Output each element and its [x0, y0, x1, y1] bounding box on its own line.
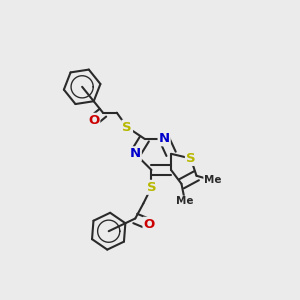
Text: Me: Me	[204, 176, 221, 185]
Text: S: S	[122, 121, 132, 134]
Text: O: O	[88, 114, 99, 127]
Text: N: N	[159, 132, 170, 145]
Text: S: S	[186, 152, 196, 165]
Text: N: N	[130, 147, 141, 160]
Text: O: O	[143, 218, 155, 231]
Text: Me: Me	[176, 196, 194, 206]
Text: S: S	[147, 181, 156, 194]
